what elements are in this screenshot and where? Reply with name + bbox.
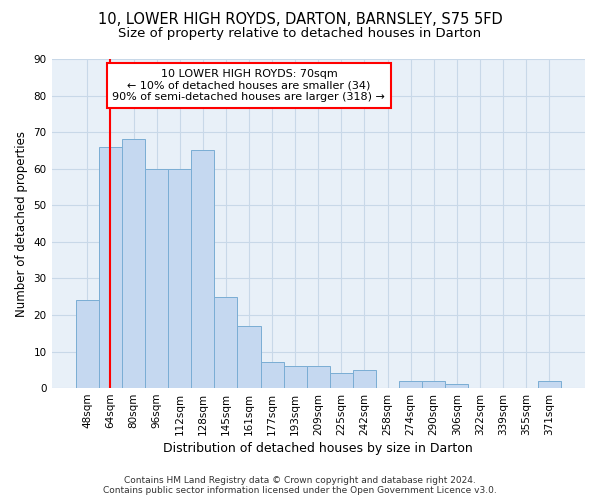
Bar xyxy=(399,381,422,388)
Bar xyxy=(260,362,284,388)
Bar xyxy=(445,384,469,388)
Bar xyxy=(122,140,145,388)
Bar xyxy=(353,370,376,388)
Bar xyxy=(145,168,168,388)
Bar xyxy=(168,168,191,388)
Bar xyxy=(238,326,260,388)
Bar xyxy=(307,366,330,388)
Bar xyxy=(191,150,214,388)
Bar xyxy=(76,300,99,388)
Bar xyxy=(284,366,307,388)
Bar xyxy=(538,381,561,388)
Bar xyxy=(99,147,122,388)
Bar xyxy=(214,296,238,388)
Text: Size of property relative to detached houses in Darton: Size of property relative to detached ho… xyxy=(118,28,482,40)
Bar xyxy=(422,381,445,388)
Y-axis label: Number of detached properties: Number of detached properties xyxy=(15,130,28,316)
Text: 10 LOWER HIGH ROYDS: 70sqm
← 10% of detached houses are smaller (34)
90% of semi: 10 LOWER HIGH ROYDS: 70sqm ← 10% of deta… xyxy=(112,69,385,102)
Bar xyxy=(330,374,353,388)
Text: Contains HM Land Registry data © Crown copyright and database right 2024.
Contai: Contains HM Land Registry data © Crown c… xyxy=(103,476,497,495)
X-axis label: Distribution of detached houses by size in Darton: Distribution of detached houses by size … xyxy=(163,442,473,455)
Text: 10, LOWER HIGH ROYDS, DARTON, BARNSLEY, S75 5FD: 10, LOWER HIGH ROYDS, DARTON, BARNSLEY, … xyxy=(98,12,502,28)
